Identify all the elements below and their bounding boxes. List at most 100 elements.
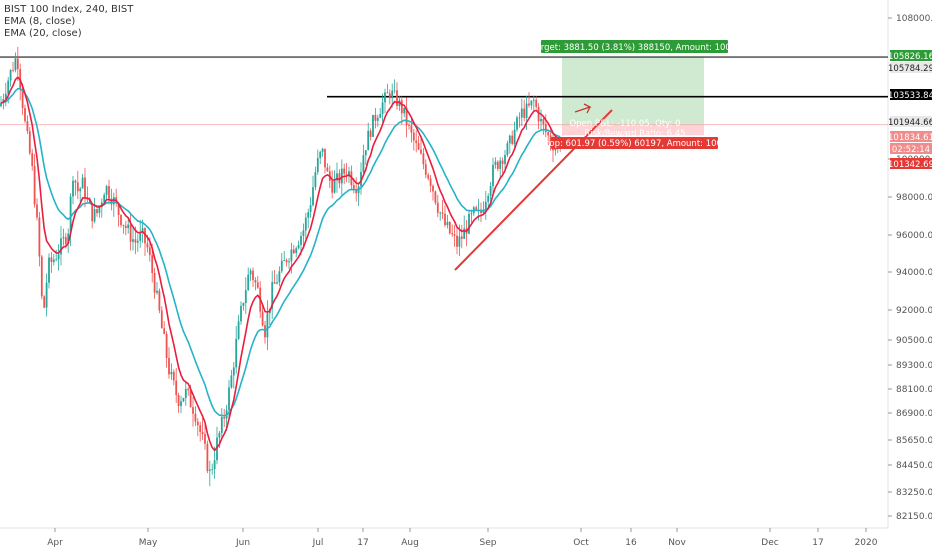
target-label-box <box>541 40 728 53</box>
candle-body <box>412 132 415 141</box>
candle-body <box>290 249 293 262</box>
candle-body <box>84 177 86 198</box>
candle <box>528 92 530 108</box>
candle <box>549 126 552 151</box>
candle-body <box>182 397 185 402</box>
candle <box>386 83 389 94</box>
candle-body <box>441 212 444 214</box>
candle-body <box>444 213 446 226</box>
candle <box>160 306 163 329</box>
candle <box>194 406 197 426</box>
candle <box>129 212 132 251</box>
candle-body <box>283 260 286 261</box>
candle <box>96 208 98 217</box>
candle-body <box>374 114 377 121</box>
candle <box>230 370 233 389</box>
candle-body <box>24 108 26 122</box>
candle <box>297 240 300 250</box>
chart-title: BIST 100 Index, 240, BIST <box>4 4 134 15</box>
ema-slow-line <box>0 88 561 417</box>
x-tick-label: Sep <box>480 538 497 548</box>
candle-body <box>100 202 103 208</box>
ema-fast-legend: EMA (8, close) <box>4 16 76 27</box>
y-tick-label: 82150.00 <box>896 512 932 522</box>
candle-body <box>285 260 288 263</box>
candle-body <box>436 202 439 213</box>
candle <box>266 300 269 351</box>
candle-body <box>508 135 511 144</box>
candle <box>436 194 439 218</box>
candle-body <box>31 153 34 167</box>
price-tag-box <box>890 62 932 73</box>
candle-body <box>525 103 528 118</box>
candle-body <box>120 215 122 226</box>
candle-body <box>220 416 223 433</box>
candle <box>520 98 523 126</box>
candle <box>388 89 391 105</box>
candle-body <box>542 118 545 125</box>
candle <box>412 128 415 151</box>
candle <box>242 302 245 311</box>
candle-body <box>470 213 473 215</box>
candle <box>525 95 528 130</box>
candle-body <box>432 185 434 192</box>
candle-body <box>523 108 526 118</box>
candle <box>285 258 288 267</box>
pnl-label: Open P&L: -110.05, Qty: 0 <box>569 119 680 129</box>
candle-body <box>26 121 29 132</box>
candle-body <box>420 149 422 154</box>
candle-body <box>417 143 420 150</box>
candle-body <box>7 80 10 94</box>
candle-body <box>475 207 478 210</box>
candle <box>314 166 317 191</box>
candle <box>367 122 370 151</box>
candle <box>393 79 396 94</box>
candle-body <box>343 168 346 174</box>
candle-body <box>487 195 490 202</box>
candle <box>271 270 274 320</box>
candle-body <box>405 107 408 126</box>
candle-body <box>264 325 266 338</box>
candle <box>518 112 521 128</box>
candle-body <box>549 135 552 144</box>
candle-body <box>28 131 31 154</box>
candle-body <box>67 233 70 244</box>
candle-body <box>295 248 298 254</box>
candle-body <box>136 240 139 243</box>
candle-body <box>165 333 168 359</box>
candle-body <box>314 172 317 188</box>
candle-body <box>297 244 300 249</box>
candle-body <box>448 221 451 234</box>
candle-body <box>511 135 514 144</box>
candle-body <box>141 228 144 233</box>
candle <box>232 361 235 389</box>
price-tag-box <box>890 116 932 127</box>
candle <box>40 254 43 300</box>
price-tag: 02:52:14 <box>890 143 932 155</box>
candle <box>396 82 398 110</box>
price-tag-box <box>890 131 932 142</box>
candle-body <box>151 255 154 273</box>
candle <box>9 69 12 87</box>
candle <box>223 408 226 428</box>
candle-body <box>163 328 166 334</box>
candle-body <box>422 153 425 165</box>
candle <box>168 347 170 379</box>
candle <box>249 268 252 281</box>
candle-body <box>168 358 170 375</box>
candle-body <box>393 90 396 92</box>
candle-body <box>172 371 175 381</box>
candle-body <box>535 99 538 107</box>
candle-body <box>175 380 178 396</box>
candle <box>343 163 346 185</box>
price-tag: 101944.66 <box>888 116 932 128</box>
candle <box>357 183 360 206</box>
candle-body <box>170 371 173 375</box>
candle <box>446 214 449 229</box>
candle <box>309 196 312 218</box>
x-tick-label: 17 <box>812 538 823 548</box>
candle <box>264 320 266 344</box>
candle <box>158 288 161 314</box>
candle-body <box>187 388 190 391</box>
